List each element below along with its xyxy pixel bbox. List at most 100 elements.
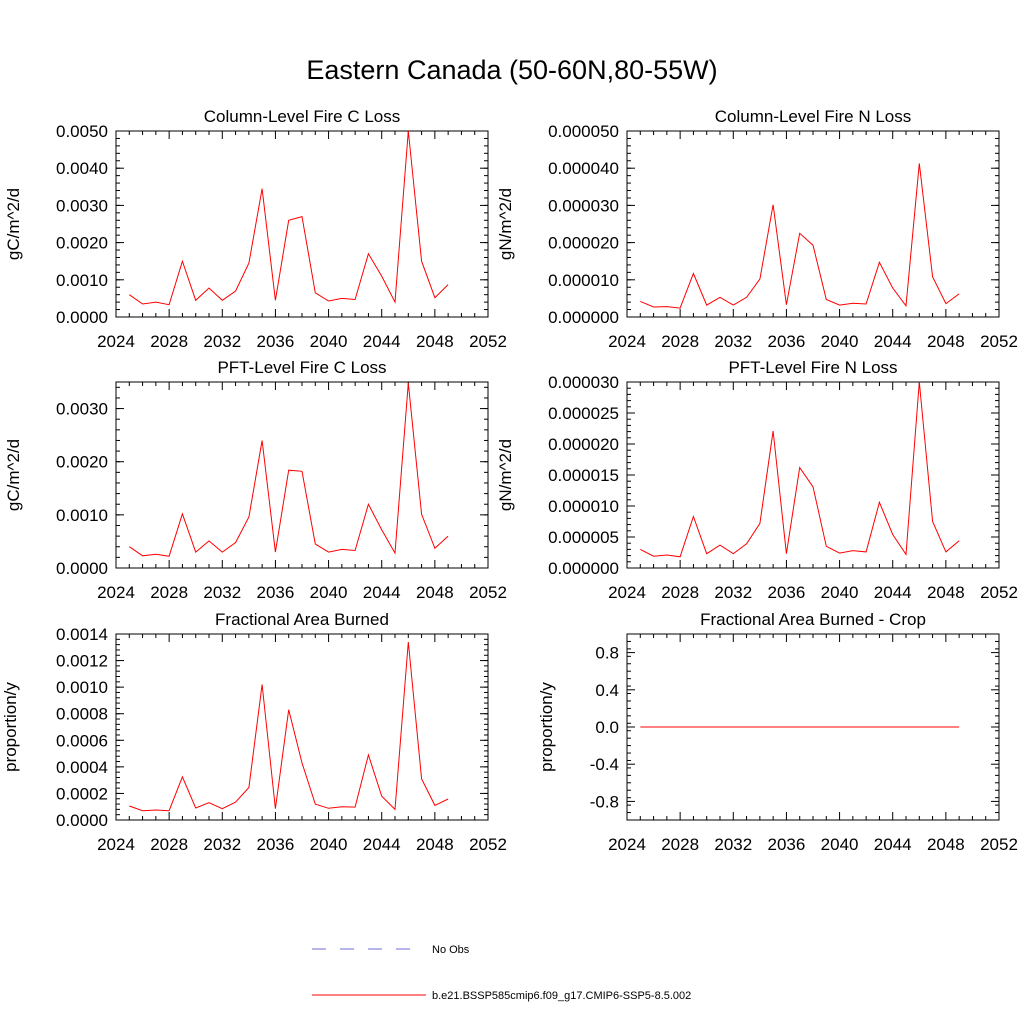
x-tick-label: 2028: [150, 332, 188, 351]
legend-model-label: b.e21.BSSP585cmip6.f09_g17.CMIP6-SSP5-8.…: [432, 990, 691, 1002]
y-tick-label: 0.000050: [548, 122, 619, 141]
y-tick-label: 0.000020: [548, 234, 619, 253]
y-tick-label: 0.000020: [548, 435, 619, 454]
x-tick-label: 2032: [714, 332, 752, 351]
y-axis-label: gN/m^2/d: [496, 439, 515, 511]
x-tick-label: 2040: [310, 583, 348, 602]
panel-title: PFT-Level Fire N Loss: [728, 358, 897, 377]
series-line: [640, 163, 960, 309]
chart-panel-2: 2024 2028 2032 2036 2040 2044 2048 2052 0.000000…: [496, 107, 1018, 351]
page-title: Eastern Canada (50-60N,80-55W): [306, 55, 718, 85]
x-tick-label: 2036: [768, 835, 806, 854]
x-tick-label: 2032: [203, 583, 241, 602]
y-tick-label: -0.4: [590, 755, 619, 774]
x-tick-label: 2024: [608, 583, 646, 602]
x-tick-label: 2028: [661, 835, 699, 854]
x-tick-label: 2044: [874, 835, 912, 854]
x-tick-label: 2032: [203, 835, 241, 854]
x-tick-label: 2052: [469, 835, 507, 854]
y-tick-label: 0.000000: [548, 308, 619, 327]
y-tick-label: 0.0002: [56, 784, 108, 803]
x-tick-label: 2024: [608, 835, 646, 854]
x-tick-label: 2044: [363, 332, 401, 351]
x-tick-label: 2024: [97, 835, 135, 854]
x-tick-label: 2048: [927, 835, 965, 854]
y-tick-label: 0.000025: [548, 404, 619, 423]
y-tick-label: 0.0: [595, 718, 619, 737]
chart-panel-3: 2024 2028 2032 2036 2040 2044 2048 2052 0.0000 0.…: [4, 358, 507, 602]
chart-panel-4: 2024 2028 2032 2036 2040 2044 2048 2052 0.000000…: [496, 358, 1018, 602]
y-tick-label: 0.0000: [56, 811, 108, 830]
x-tick-label: 2036: [768, 583, 806, 602]
x-tick-label: 2048: [416, 835, 454, 854]
y-axis-label: proportion/y: [537, 682, 556, 772]
series-line: [129, 383, 449, 557]
y-tick-label: 0.8: [595, 644, 619, 663]
y-tick-label: 0.0020: [56, 234, 108, 253]
y-tick-label: 0.000030: [548, 196, 619, 215]
series-line: [640, 381, 960, 558]
plot-frame: [626, 130, 1000, 318]
series-line: [129, 130, 449, 306]
y-axis-label: proportion/y: [1, 682, 20, 772]
y-tick-label: 0.0008: [56, 705, 108, 724]
x-tick-label: 2036: [257, 332, 295, 351]
y-tick-label: 0.000000: [548, 559, 619, 578]
panel-title: PFT-Level Fire C Loss: [217, 358, 386, 377]
x-tick-label: 2052: [980, 332, 1018, 351]
x-tick-label: 2028: [150, 835, 188, 854]
series-line: [129, 641, 449, 812]
chart-panel-5: 2024 2028 2032 2036 2040 2044 2048 2052 0.0000 0.…: [1, 610, 507, 854]
y-tick-label: 0.0030: [56, 400, 108, 419]
panel-title: Column-Level Fire C Loss: [204, 107, 401, 126]
x-tick-label: 2044: [363, 583, 401, 602]
x-tick-label: 2028: [150, 583, 188, 602]
y-tick-label: 0.0010: [56, 678, 108, 697]
chart-panel-1: 2024 2028 2032 2036 2040 2044 2048 2052 0.0000 0.…: [4, 107, 507, 351]
x-tick-label: 2040: [310, 835, 348, 854]
y-tick-label: 0.0012: [56, 652, 108, 671]
y-tick-label: 0.0030: [56, 196, 108, 215]
y-axis-label: gC/m^2/d: [4, 188, 23, 260]
y-axis-label: gN/m^2/d: [496, 188, 515, 260]
y-tick-label: 0.0010: [56, 506, 108, 525]
y-tick-label: 0.000030: [548, 373, 619, 392]
y-tick-label: 0.0006: [56, 731, 108, 750]
x-tick-label: 2032: [714, 835, 752, 854]
panel-title: Fractional Area Burned - Crop: [700, 610, 926, 629]
x-tick-label: 2032: [203, 332, 241, 351]
y-tick-label: 0.0000: [56, 308, 108, 327]
legend: No Obs b.e21.BSSP585cmip6.f09_g17.CMIP6-…: [312, 944, 691, 1002]
chart-panel-6: 2024 2028 2032 2036 2040 2044 2048 2052 -0.8 -0.4…: [537, 610, 1018, 854]
y-tick-label: 0.0020: [56, 453, 108, 472]
x-tick-label: 2052: [980, 583, 1018, 602]
panel-title: Fractional Area Burned: [215, 610, 389, 629]
x-tick-label: 2044: [874, 332, 912, 351]
y-tick-label: 0.0004: [56, 758, 108, 777]
legend-obs-label: No Obs: [432, 944, 470, 956]
x-tick-label: 2048: [927, 332, 965, 351]
x-tick-label: 2036: [257, 583, 295, 602]
x-tick-label: 2028: [661, 332, 699, 351]
y-tick-label: -0.8: [590, 792, 619, 811]
x-tick-label: 2024: [97, 583, 135, 602]
x-tick-label: 2032: [714, 583, 752, 602]
x-tick-label: 2044: [874, 583, 912, 602]
x-tick-label: 2024: [608, 332, 646, 351]
x-tick-label: 2040: [821, 332, 859, 351]
x-tick-label: 2040: [310, 332, 348, 351]
x-tick-label: 2024: [97, 332, 135, 351]
x-tick-label: 2028: [661, 583, 699, 602]
y-tick-label: 0.000015: [548, 466, 619, 485]
x-tick-label: 2048: [416, 332, 454, 351]
x-tick-label: 2052: [469, 583, 507, 602]
y-tick-label: 0.0010: [56, 271, 108, 290]
plot-frame: [626, 381, 1000, 569]
plot-frame: [115, 633, 489, 821]
x-tick-label: 2052: [469, 332, 507, 351]
panel-title: Column-Level Fire N Loss: [715, 107, 912, 126]
x-tick-label: 2048: [927, 583, 965, 602]
y-tick-label: 0.0040: [56, 159, 108, 178]
x-tick-label: 2036: [257, 835, 295, 854]
